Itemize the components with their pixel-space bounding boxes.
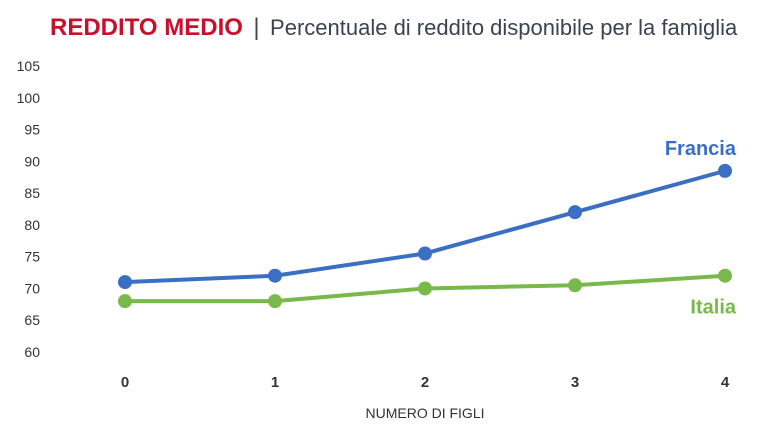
series-line-francia [123, 168, 727, 285]
x-tick-label: 1 [271, 374, 279, 391]
y-tick-label: 95 [24, 122, 40, 138]
y-tick-label: 100 [17, 90, 41, 106]
data-point-italia [268, 294, 282, 309]
y-tick-label: 60 [24, 344, 40, 360]
data-point-francia [718, 163, 732, 178]
chart-title-main: REDDITO MEDIO [50, 14, 243, 41]
x-tick-label: 3 [571, 374, 579, 391]
y-tick-label: 85 [24, 185, 40, 201]
x-tick-label: 4 [721, 374, 730, 391]
y-tick-label: 70 [24, 280, 40, 296]
data-point-italia [718, 268, 732, 283]
data-point-francia [568, 205, 582, 220]
chart-title-separator: | [253, 14, 259, 41]
chart-subtitle: Percentuale di reddito disponibile per l… [270, 15, 738, 40]
y-tick-label: 90 [24, 153, 40, 169]
data-point-italia [118, 294, 132, 309]
data-point-italia [568, 278, 582, 293]
data-point-francia [268, 268, 282, 283]
data-point-italia [418, 281, 432, 296]
x-axis: 0 1 2 3 4 [121, 374, 730, 391]
x-axis-label: NUMERO DI FIGLI [365, 405, 484, 421]
series-francia: Francia [118, 138, 737, 290]
chart-title: REDDITO MEDIO | Percentuale di reddito d… [50, 14, 738, 41]
y-tick-label: 65 [24, 312, 40, 328]
y-tick-label: 80 [24, 217, 40, 233]
y-tick-label: 75 [24, 249, 40, 265]
data-point-francia [118, 275, 132, 290]
x-tick-label: 0 [121, 374, 129, 391]
y-axis: 60 65 70 75 80 85 90 95 100 105 [17, 58, 41, 360]
x-tick-label: 2 [421, 374, 429, 391]
series-label-italia: Italia [690, 297, 736, 319]
series-layer: Francia Italia [118, 138, 737, 319]
series-label-francia: Francia [665, 138, 737, 160]
data-point-francia [418, 246, 432, 261]
y-tick-label: 105 [17, 58, 41, 74]
series-italia: Italia [118, 268, 737, 319]
